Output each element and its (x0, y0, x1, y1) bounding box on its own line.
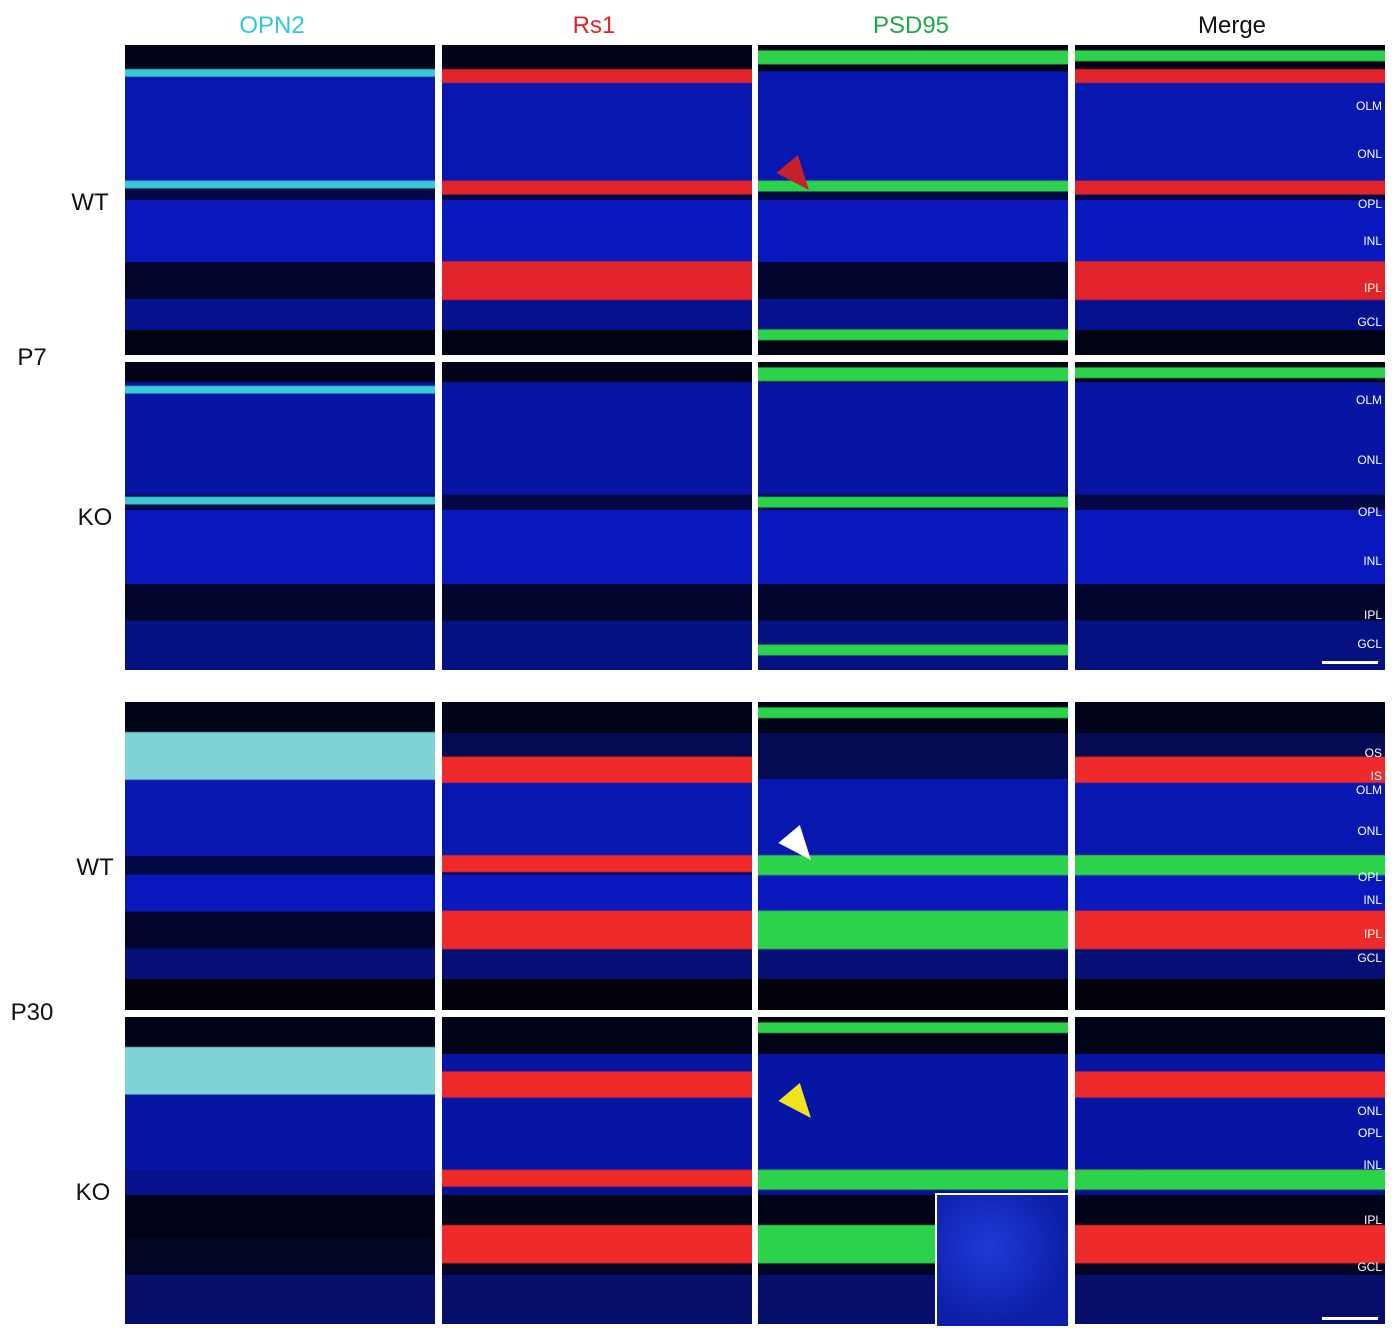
layer-label: GCL (1357, 315, 1382, 329)
genotype-label: WT (71, 189, 109, 216)
layer-label: INL (1363, 1158, 1382, 1172)
layer-label: INL (1363, 234, 1382, 248)
layer-label: GCL (1357, 951, 1382, 965)
layer-label: IPL (1363, 281, 1382, 295)
layer-label: OPL (1357, 1126, 1382, 1140)
layer-label: OPL (1357, 870, 1382, 884)
column-header: Merge (1197, 12, 1267, 39)
micrograph-panel (125, 702, 435, 1010)
layer-label: IPL (1363, 608, 1382, 622)
layer-label: IPL (1363, 927, 1382, 941)
layer-label: IPL (1363, 1213, 1382, 1227)
micrograph-panel (442, 702, 752, 1010)
age-label: P30 (10, 999, 54, 1026)
micrograph-panel (758, 702, 1068, 1010)
inset (935, 1193, 1070, 1328)
layer-label: GCL (1357, 1260, 1382, 1274)
micrograph-panel (1075, 45, 1385, 355)
genotype-label: KO (75, 1179, 111, 1206)
layer-label: OPL (1357, 505, 1382, 519)
layer-label: OLM (1355, 393, 1382, 407)
layer-label: INL (1363, 893, 1382, 907)
scale-bar (1322, 661, 1378, 664)
column-header: Rs1 (572, 12, 616, 39)
micrograph-panel (442, 1017, 752, 1324)
micrograph-panel (1075, 1017, 1385, 1324)
layer-label: ONL (1357, 147, 1382, 161)
column-header: PSD95 (872, 12, 950, 39)
micrograph-panel (1075, 362, 1385, 670)
micrograph-panel (758, 45, 1068, 355)
scale-bar (1322, 1317, 1378, 1320)
layer-label: OPL (1357, 197, 1382, 211)
micrograph-panel (442, 45, 752, 355)
micrograph-panel (125, 362, 435, 670)
layer-label: INL (1363, 554, 1382, 568)
micrograph-panel (758, 362, 1068, 670)
layer-label: GCL (1357, 637, 1382, 651)
micrograph-panel (442, 362, 752, 670)
micrograph-panel (1075, 702, 1385, 1010)
layer-label: OLM (1355, 783, 1382, 797)
layer-label: OLM (1355, 99, 1382, 113)
micrograph-panel (125, 1017, 435, 1324)
layer-label: ONL (1357, 1104, 1382, 1118)
layer-label: ONL (1357, 824, 1382, 838)
age-label: P7 (17, 344, 47, 371)
genotype-label: KO (77, 504, 113, 531)
genotype-label: WT (76, 854, 114, 881)
layer-label: IS (1370, 769, 1382, 783)
micrograph-panel (125, 45, 435, 355)
layer-label: ONL (1357, 453, 1382, 467)
column-header: OPN2 (239, 12, 305, 39)
layer-label: OS (1364, 746, 1382, 760)
